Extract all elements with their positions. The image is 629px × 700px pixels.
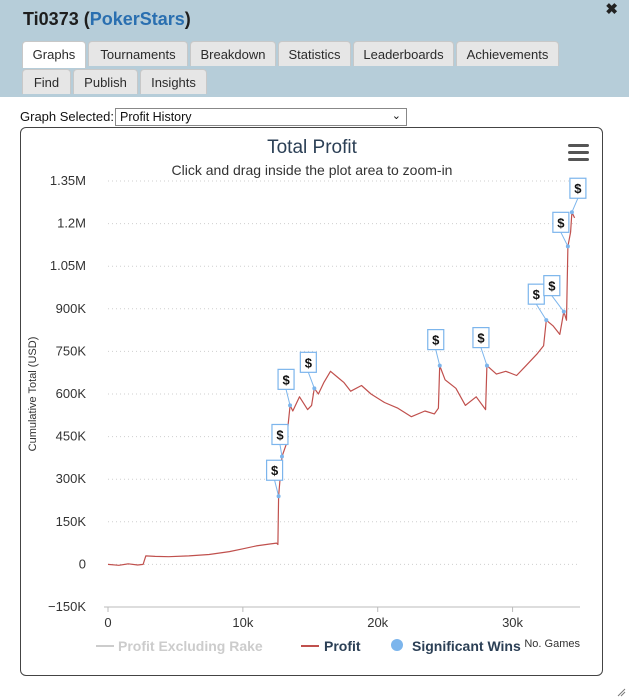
profit-chart[interactable]: Total Profit Click and drag inside the p… <box>21 128 602 675</box>
legend: Profit Excluding Rake Profit Significant… <box>96 638 521 654</box>
tab-find[interactable]: Find <box>22 69 71 94</box>
significant-win-label: $ <box>557 215 565 230</box>
chevron-down-icon: ⌄ <box>391 110 401 122</box>
x-axis-label: No. Games <box>524 638 580 650</box>
tab-tournaments[interactable]: Tournaments <box>88 41 188 66</box>
significant-wins-layer: $ $ $ $ $ $ $ $ $ $ <box>265 177 587 499</box>
significant-win-label: $ <box>477 331 485 346</box>
significant-win-connector <box>480 347 488 366</box>
significant-win-label: $ <box>305 355 313 370</box>
legend-item-profit[interactable]: Profit <box>324 638 361 654</box>
significant-win-point[interactable] <box>484 363 489 368</box>
y-tick-label: 900K <box>56 301 87 316</box>
y-tick-label: 1.05M <box>50 258 86 273</box>
significant-win-flag[interactable] <box>569 177 587 199</box>
resize-handle-icon[interactable] <box>616 687 626 697</box>
close-icon[interactable]: ✖ <box>605 1 618 18</box>
significant-win-label: $ <box>432 333 440 348</box>
y-tick-label: 0 <box>79 556 86 571</box>
x-tick-label: 10k <box>232 615 253 630</box>
chart-subtitle: Click and drag inside the plot area to z… <box>172 162 453 178</box>
series-layer <box>107 211 576 566</box>
tab-breakdown[interactable]: Breakdown <box>190 41 276 66</box>
significant-win-point[interactable] <box>312 386 317 391</box>
significant-win-label: $ <box>574 181 582 196</box>
significant-win-point[interactable] <box>561 309 566 314</box>
significant-win-connector <box>535 303 547 321</box>
chart-title: Total Profit <box>267 137 357 158</box>
y-tick-label: 600K <box>56 386 87 401</box>
significant-win-flag[interactable] <box>472 327 490 349</box>
tab-insights[interactable]: Insights <box>140 69 207 94</box>
y-tick-label: 450K <box>56 429 87 444</box>
significant-win-flag[interactable] <box>427 329 445 351</box>
significant-win-connector <box>279 444 283 457</box>
x-tick-label: 0 <box>104 615 111 630</box>
significant-win-point[interactable] <box>279 454 284 459</box>
significant-win-point[interactable] <box>437 363 442 368</box>
y-axis: 1.35M 1.2M 1.05M 900K 750K 600K 450K 300K 150K 0 −… <box>48 173 86 614</box>
x-axis: 0 10k 20k 30k <box>104 606 580 630</box>
significant-win-label: $ <box>282 372 290 387</box>
window-header: Ti0373 (PokerStars) ✖ Graphs Tournaments… <box>0 0 629 97</box>
tab-leaderboards[interactable]: Leaderboards <box>353 41 454 66</box>
grid-lines <box>108 180 580 608</box>
graph-selected-label: Graph Selected: <box>20 109 114 124</box>
graph-select[interactable]: Profit History ⌄ <box>115 108 407 126</box>
significant-win-flag[interactable] <box>271 423 289 446</box>
series-line-profit <box>107 211 576 566</box>
legend-swatch-significant-wins <box>391 639 403 651</box>
significant-win-connector <box>285 389 291 406</box>
tab-graphs[interactable]: Graphs <box>22 41 86 68</box>
window-title: Ti0373 (PokerStars) <box>23 9 191 30</box>
tab-statistics[interactable]: Statistics <box>278 41 351 66</box>
y-axis-label: Cumulative Total (USD) <box>27 337 39 452</box>
significant-win-connector <box>307 372 315 389</box>
y-tick-label: 750K <box>56 343 87 358</box>
x-tick-label: 20k <box>367 615 388 630</box>
significant-win-flag[interactable] <box>277 368 295 390</box>
y-tick-label: 1.2M <box>57 216 86 231</box>
significant-win-label: $ <box>533 287 541 302</box>
significant-win-connector <box>571 198 579 213</box>
significant-win-label: $ <box>276 427 284 442</box>
legend-item-profit-excl-rake[interactable]: Profit Excluding Rake <box>118 638 263 654</box>
significant-win-point[interactable] <box>565 244 570 249</box>
x-tick-label: 30k <box>502 615 523 630</box>
y-tick-label: −150K <box>48 599 86 614</box>
significant-win-point[interactable] <box>288 403 293 408</box>
significant-win-connector <box>274 480 280 497</box>
significant-win-label: $ <box>271 463 279 478</box>
legend-item-significant-wins[interactable]: Significant Wins <box>412 638 521 654</box>
y-tick-label: 1.35M <box>50 173 86 188</box>
significant-win-connector <box>560 232 569 247</box>
y-tick-label: 300K <box>56 471 87 486</box>
graph-select-value: Profit History <box>120 110 192 124</box>
significant-win-connector <box>435 349 441 366</box>
significant-win-flag[interactable] <box>265 459 284 481</box>
title-paren-close: ) <box>184 9 191 29</box>
significant-win-point[interactable] <box>544 318 549 323</box>
chart-container: Total Profit Click and drag inside the p… <box>20 127 603 676</box>
significant-win-flag[interactable] <box>552 211 570 233</box>
significant-win-flag[interactable] <box>543 275 561 297</box>
hamburger-menu-icon[interactable] <box>568 144 589 161</box>
significant-win-point[interactable] <box>276 494 281 499</box>
tab-publish[interactable]: Publish <box>73 69 138 94</box>
site-link[interactable]: PokerStars <box>89 9 185 29</box>
tab-achievements[interactable]: Achievements <box>456 41 559 66</box>
title-paren-open: ( <box>78 9 90 29</box>
significant-win-flag[interactable] <box>299 351 317 373</box>
player-name: Ti0373 <box>23 9 79 29</box>
significant-win-label: $ <box>548 279 556 294</box>
significant-win-point[interactable] <box>569 210 574 215</box>
significant-win-connector <box>551 295 565 312</box>
y-tick-label: 150K <box>56 514 87 529</box>
